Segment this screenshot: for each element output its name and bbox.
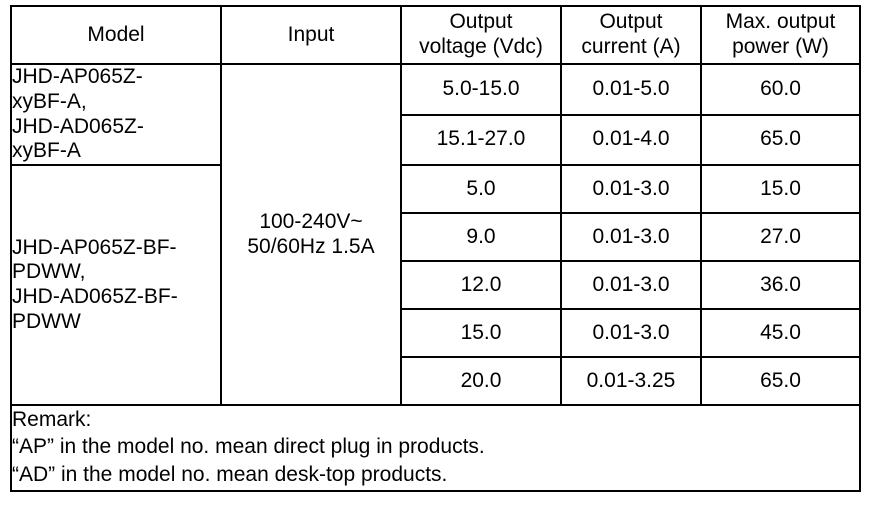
model-cell-group-1-line-4: xyBF-A <box>12 139 81 163</box>
model-cell-group-2-line-4: PDWW <box>12 309 81 333</box>
cell-output-voltage: 20.0 <box>400 356 562 407</box>
model-cell-group-1-line-2: xyBF-A, <box>12 89 87 113</box>
model-cell-group-1-line-3: JHD-AD065Z- <box>12 114 144 138</box>
table-body: JHD-AP065Z- xyBF-A, JHD-AD065Z- xyBF-A 1… <box>10 62 861 493</box>
cell-max-output-power: 65.0 <box>700 113 861 167</box>
column-header-model: Model <box>10 5 222 65</box>
remark-line-3: “AD” in the model no. mean desk-top prod… <box>12 462 448 486</box>
cell-output-current: 0.01-3.0 <box>560 164 702 215</box>
column-header-input: Input <box>220 5 402 65</box>
table-row: 15.0 0.01-3.0 45.0 <box>11 308 861 359</box>
power-adapter-specification-table: Model Input Output voltage (Vdc) Output … <box>10 5 861 493</box>
cell-output-voltage: 12.0 <box>400 260 562 311</box>
column-header-output-current: Output current (A) <box>560 5 702 65</box>
model-cell-group-1: JHD-AP065Z- xyBF-A, JHD-AD065Z- xyBF-A <box>10 62 222 167</box>
table-row: 9.0 0.01-3.0 27.0 <box>11 212 861 263</box>
cell-output-voltage: 15.1-27.0 <box>400 113 562 167</box>
table-row: 20.0 0.01-3.25 65.0 <box>11 356 861 407</box>
column-header-output-current-line-2: current (A) <box>581 35 681 58</box>
model-cell-group-2: JHD-AP065Z-BF- PDWW, JHD-AD065Z-BF- PDWW <box>10 164 222 407</box>
remark-line-2: “AP” in the model no. mean direct plug i… <box>12 435 485 459</box>
cell-max-output-power: 60.0 <box>700 63 861 116</box>
remark-cell: Remark: “AP” in the model no. mean direc… <box>10 404 861 493</box>
cell-output-voltage: 9.0 <box>400 212 562 263</box>
table-header-row: Model Input Output voltage (Vdc) Output … <box>10 5 861 65</box>
cell-max-output-power: 45.0 <box>700 308 861 359</box>
table-row: JHD-AP065Z-BF- PDWW, JHD-AD065Z-BF- PDWW… <box>10 164 861 407</box>
cell-output-current: 0.01-5.0 <box>560 63 702 116</box>
model-cell-group-2-line-2: PDWW, <box>12 260 86 284</box>
cell-output-current: 0.01-3.25 <box>560 356 702 407</box>
remark-line-1: Remark: <box>12 408 92 432</box>
cell-max-output-power: 65.0 <box>700 356 861 407</box>
model-cell-group-1-line-1: JHD-AP065Z- <box>12 65 143 88</box>
table-header: Model Input Output voltage (Vdc) Output … <box>10 5 861 65</box>
column-header-max-output-power-line-2: power (W) <box>732 35 829 58</box>
table-remark-row: Remark: “AP” in the model no. mean direc… <box>10 404 861 493</box>
table-row: 12.0 0.01-3.0 36.0 <box>11 260 861 311</box>
model-cell-group-2-line-3: JHD-AD065Z-BF- <box>12 285 178 309</box>
column-header-output-voltage-line-2: voltage (Vdc) <box>419 35 543 58</box>
column-header-output-current-line-1: Output <box>599 10 663 34</box>
column-header-output-voltage: Output voltage (Vdc) <box>400 5 562 65</box>
table-row: JHD-AP065Z- xyBF-A, JHD-AD065Z- xyBF-A 1… <box>10 62 861 407</box>
column-header-output-voltage-line-1: Output <box>449 10 513 34</box>
input-cell: 100-240V~ 50/60Hz 1.5A <box>220 62 402 407</box>
table-row: 15.1-27.0 0.01-4.0 65.0 <box>11 113 861 167</box>
cell-output-current: 0.01-3.0 <box>560 260 702 311</box>
input-cell-line-2: 50/60Hz 1.5A <box>247 234 375 258</box>
cell-output-voltage: 5.0-15.0 <box>400 63 562 116</box>
cell-output-current: 0.01-3.0 <box>560 212 702 263</box>
model-cell-group-2-line-1: JHD-AP065Z-BF- <box>12 235 177 259</box>
cell-output-current: 0.01-3.0 <box>560 308 702 359</box>
cell-output-voltage: 15.0 <box>400 308 562 359</box>
column-header-max-output-power-line-1: Max. output <box>725 10 836 34</box>
column-header-model-line-1: Model <box>87 22 145 46</box>
cell-max-output-power: 15.0 <box>700 164 861 215</box>
cell-output-voltage: 5.0 <box>400 164 562 215</box>
column-header-input-line-1: Input <box>287 22 335 46</box>
column-header-max-output-power: Max. output power (W) <box>700 5 861 65</box>
cell-max-output-power: 27.0 <box>700 212 861 263</box>
cell-max-output-power: 36.0 <box>700 260 861 311</box>
cell-output-current: 0.01-4.0 <box>560 113 702 167</box>
input-cell-line-1: 100-240V~ <box>259 209 363 233</box>
